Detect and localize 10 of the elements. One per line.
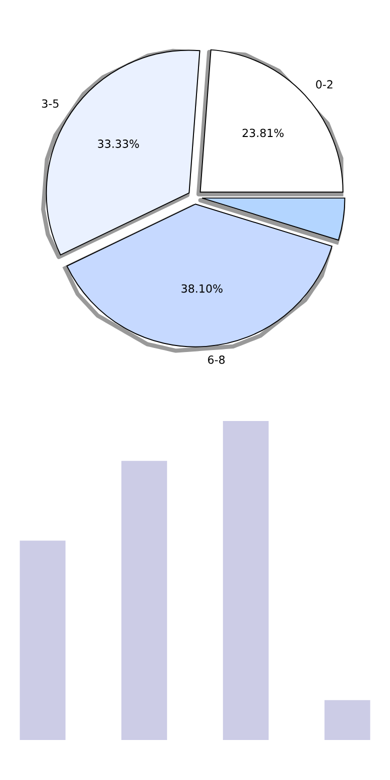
data-label: 23.81%	[242, 128, 284, 138]
bar	[222, 421, 269, 740]
data-label: 38.10%	[182, 284, 222, 293]
slice-label: 6-8	[208, 355, 225, 364]
slice-label: 3-5	[42, 99, 58, 108]
bar	[121, 460, 168, 740]
bar	[20, 540, 66, 740]
slice-label: 0-2	[316, 80, 332, 89]
data-label: 33.33%	[98, 140, 139, 148]
bar	[324, 700, 370, 740]
